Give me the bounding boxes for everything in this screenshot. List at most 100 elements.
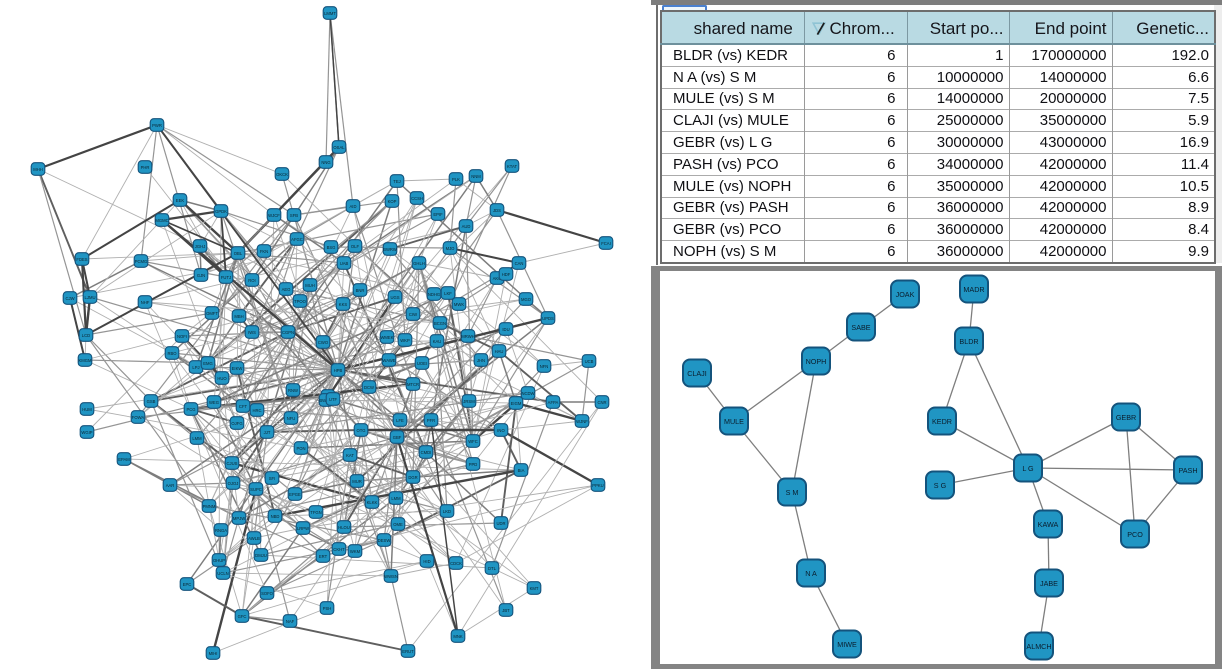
svg-text:TPOO: TPOO xyxy=(294,299,307,304)
svg-text:AWLB: AWLB xyxy=(248,536,260,541)
svg-text:MHH: MHH xyxy=(33,167,43,172)
svg-text:FCAI: FCAI xyxy=(601,241,611,246)
svg-text:CJUS: CJUS xyxy=(227,461,238,466)
svg-text:FKN: FKN xyxy=(260,249,268,254)
svg-text:WKM: WKM xyxy=(350,549,361,554)
svg-text:WMEK: WMEK xyxy=(380,335,393,340)
svg-text:EEK: EEK xyxy=(176,198,185,203)
svg-text:LMMT: LMMT xyxy=(324,11,336,16)
svg-text:KTAT: KTAT xyxy=(507,164,518,169)
svg-text:PLK: PLK xyxy=(452,177,460,182)
svg-text:NHF: NHF xyxy=(141,300,150,305)
svg-text:PWR: PWR xyxy=(152,123,162,128)
svg-text:SFI: SFI xyxy=(269,476,276,481)
svg-text:BSG: BSG xyxy=(327,245,336,250)
svg-text:HID: HID xyxy=(423,559,430,564)
svg-text:EIKW: EIKW xyxy=(232,366,243,371)
svg-text:CLAJI: CLAJI xyxy=(687,369,707,378)
svg-text:LJMU: LJMU xyxy=(85,295,96,300)
svg-text:KAT: KAT xyxy=(346,453,354,458)
svg-text:HUM: HUM xyxy=(82,407,92,412)
svg-text:MADR: MADR xyxy=(963,285,984,294)
svg-text:JDS: JDS xyxy=(493,208,501,213)
svg-text:JJT: JJT xyxy=(264,430,271,435)
svg-text:S G: S G xyxy=(934,481,947,490)
svg-text:FUTJ: FUTJ xyxy=(221,275,231,280)
svg-text:GSB: GSB xyxy=(147,399,156,404)
svg-text:UDR: UDR xyxy=(496,521,505,526)
svg-text:ALMCH: ALMCH xyxy=(1026,642,1051,651)
svg-text:CDCK: CDCK xyxy=(450,561,462,566)
svg-text:DTL: DTL xyxy=(488,566,497,571)
svg-text:KAU: KAU xyxy=(433,339,442,344)
svg-text:CJW: CJW xyxy=(65,296,74,301)
svg-text:CCSH: CCSH xyxy=(411,196,423,201)
svg-text:JHN: JHN xyxy=(477,358,485,363)
svg-text:PPD: PPD xyxy=(469,462,478,467)
svg-text:EMG: EMG xyxy=(203,361,213,366)
svg-text:NDHG: NDHG xyxy=(428,292,440,297)
svg-text:TFGN: TFGN xyxy=(310,510,321,515)
svg-text:RBO: RBO xyxy=(167,351,177,356)
svg-text:NCDW: NCDW xyxy=(521,391,534,396)
svg-text:OKCK: OKCK xyxy=(276,172,288,177)
svg-text:PHR: PHR xyxy=(141,165,150,170)
svg-text:NAF: NAF xyxy=(286,619,295,624)
svg-text:EIGM: EIGM xyxy=(511,401,522,406)
svg-text:WJNF: WJNF xyxy=(576,419,588,424)
svg-text:OHUP: OHUP xyxy=(213,558,225,563)
svg-text:RNW: RNW xyxy=(288,388,298,393)
svg-text:HLOU: HLOU xyxy=(338,525,350,530)
svg-text:MIWE: MIWE xyxy=(837,640,857,649)
svg-text:WWSN: WWSN xyxy=(384,574,398,579)
svg-text:AFPA: AFPA xyxy=(548,400,559,405)
svg-text:WKP: WKP xyxy=(400,338,410,343)
svg-text:MIHI: MIHI xyxy=(209,651,218,656)
svg-text:BLDR: BLDR xyxy=(959,337,978,346)
svg-text:DCW: DCW xyxy=(364,385,374,390)
svg-text:OBL: OBL xyxy=(234,251,243,256)
svg-text:UGS: UGS xyxy=(390,295,399,300)
svg-text:AFGC: AFGC xyxy=(291,237,303,242)
svg-text:GPDK: GPDK xyxy=(215,209,227,214)
svg-text:SABE: SABE xyxy=(851,323,870,332)
svg-text:KAWA: KAWA xyxy=(1038,520,1059,529)
svg-text:PMNM: PMNM xyxy=(203,504,216,509)
svg-text:CFT: CFT xyxy=(239,404,248,409)
svg-text:NFN: NFN xyxy=(540,364,549,369)
svg-text:UAB: UAB xyxy=(340,261,349,266)
svg-text:GFC: GFC xyxy=(238,614,247,619)
svg-text:PASH: PASH xyxy=(1178,466,1197,475)
svg-text:SFB: SFB xyxy=(290,213,298,218)
svg-text:JRSM: JRSM xyxy=(463,399,475,404)
svg-text:WAWE: WAWE xyxy=(382,358,395,363)
svg-text:GBF: GBF xyxy=(393,435,402,440)
svg-text:NOFI: NOFI xyxy=(177,334,187,339)
svg-text:UCB: UCB xyxy=(585,359,594,364)
svg-text:DGR: DGR xyxy=(408,475,417,480)
svg-text:N A: N A xyxy=(805,569,817,578)
svg-text:CGPN: CGPN xyxy=(282,330,294,335)
svg-text:KMGM: KMGM xyxy=(78,358,92,363)
svg-text:PPKU: PPKU xyxy=(592,483,603,488)
svg-text:WJCF: WJCF xyxy=(268,213,280,218)
svg-text:SOFO: SOFO xyxy=(261,591,274,596)
svg-text:IWS: IWS xyxy=(248,330,256,335)
svg-text:PSH: PSH xyxy=(323,606,332,611)
svg-text:AAR: AAR xyxy=(166,483,175,488)
svg-text:BCGN: BCGN xyxy=(434,321,446,326)
svg-text:CIW: CIW xyxy=(409,312,417,317)
svg-text:KOP: KOP xyxy=(388,199,397,204)
svg-text:NNM: NNM xyxy=(471,174,481,179)
svg-text:AKG: AKG xyxy=(493,276,502,281)
svg-text:INO: INO xyxy=(497,428,505,433)
svg-text:OTG: OTG xyxy=(356,428,365,433)
svg-text:JBT: JBT xyxy=(502,608,510,613)
svg-text:MPJW: MPJW xyxy=(233,516,245,521)
svg-text:PCMG: PCMG xyxy=(135,259,148,264)
svg-text:OME: OME xyxy=(393,522,403,527)
svg-text:HRC: HRC xyxy=(252,408,261,413)
svg-text:OMFT: OMFT xyxy=(206,311,218,316)
svg-text:JABE: JABE xyxy=(1040,579,1058,588)
svg-text:LPJ: LPJ xyxy=(192,365,199,370)
